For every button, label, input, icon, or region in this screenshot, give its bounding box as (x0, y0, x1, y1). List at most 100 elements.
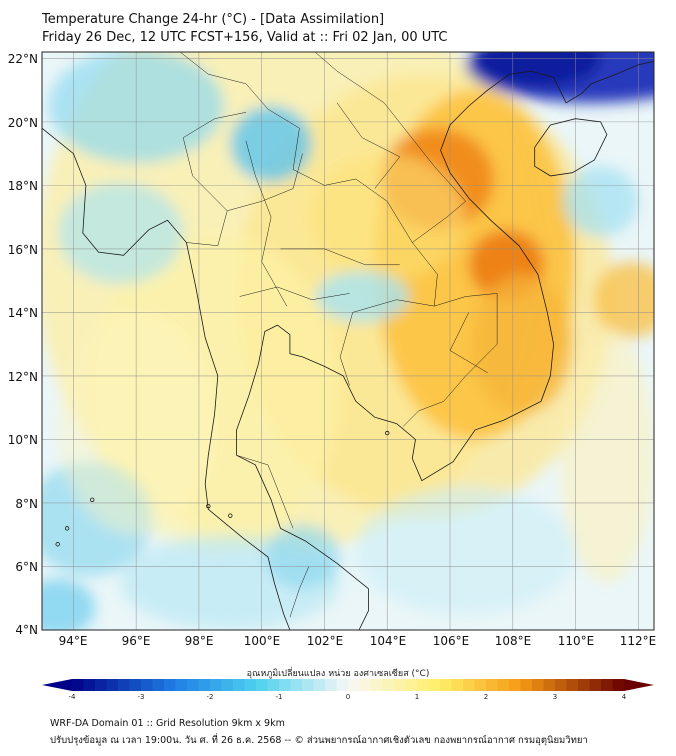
coastline-segment (42, 127, 291, 630)
field-blob (471, 274, 573, 415)
colorbar-segment (256, 679, 268, 691)
lat-label: 8°N (15, 497, 38, 511)
island (37, 355, 41, 359)
colorbar-segment (244, 679, 257, 691)
colorbar-segment (95, 679, 107, 691)
colorbar-tick: -4 (68, 693, 76, 701)
colorbar-segment (210, 679, 222, 691)
colorbar-segment (175, 679, 188, 691)
colorbar-max-arrow (624, 679, 654, 691)
colorbar-segment (118, 679, 130, 691)
boundary-line (227, 153, 303, 212)
colorbar-segment (543, 679, 556, 691)
colorbar-segment (601, 679, 613, 691)
boundary-line (280, 248, 400, 266)
model-info: WRF-DA Domain 01 :: Grid Resolution 9km … (50, 718, 285, 729)
colorbar-segment (325, 679, 337, 691)
lat-label: 16°N (7, 243, 38, 257)
colorbar-segment (198, 679, 211, 691)
colorbar-segment (221, 679, 234, 691)
colorbar-segment (83, 679, 96, 691)
island (64, 526, 70, 531)
field-blob (264, 525, 341, 589)
graticule (42, 52, 654, 630)
field-blob (562, 166, 639, 237)
colorbar-segment (279, 679, 291, 691)
coastline-segment (236, 61, 654, 630)
field-blob (42, 579, 96, 630)
colorbar-tick: 3 (552, 693, 558, 701)
lat-label: 12°N (7, 370, 38, 384)
lon-label: 98°E (184, 634, 214, 648)
island (55, 542, 60, 547)
lat-label: 6°N (15, 560, 38, 574)
colorbar-tick: 0 (345, 693, 351, 701)
field-blob (475, 52, 601, 87)
colorbar-segment (463, 679, 475, 691)
hainan-island (534, 118, 608, 177)
colorbar-segment (589, 679, 602, 691)
colorbar-tick: -3 (137, 693, 145, 701)
colorbar (42, 679, 654, 691)
colorbar-segment (313, 679, 326, 691)
colorbar-segment (578, 679, 590, 691)
boundary-line (289, 566, 310, 618)
colorbar-segment (233, 679, 245, 691)
chart-subtitle: Friday 26 Dec, 12 UTC FCST+156, Valid at… (42, 30, 448, 45)
colorbar-segment (520, 679, 533, 691)
colorbar-segment (164, 679, 176, 691)
island (385, 430, 390, 436)
colorbar-segment (394, 679, 406, 691)
colorbar-tick: 2 (483, 693, 489, 701)
map-frame (41, 51, 655, 631)
colorbar-segment (532, 679, 544, 691)
colorbar-segment (129, 679, 142, 691)
colorbar-segment (474, 679, 487, 691)
colorbar-segment (509, 679, 521, 691)
colorbar-segment (141, 679, 153, 691)
lat-label: 10°N (7, 433, 38, 447)
field-blob (559, 328, 654, 583)
colorbar-segment (187, 679, 199, 691)
colorbar-tick: 4 (621, 693, 627, 701)
colorbar-segment (382, 679, 395, 691)
colorbar-segment (152, 679, 165, 691)
boundary-line (239, 286, 350, 300)
boundary-line (336, 102, 401, 189)
chart-title: Temperature Change 24-hr (°C) - [Data As… (42, 12, 385, 27)
boundary-line (179, 52, 438, 386)
field-blob (230, 105, 312, 183)
colorbar-segment (486, 679, 498, 691)
colorbar-segment (440, 679, 452, 691)
lon-label: 112°E (619, 634, 657, 648)
boundary-line (449, 312, 488, 374)
colorbar-tick: -1 (275, 693, 283, 701)
lat-label: 22°N (7, 52, 38, 66)
colorbar-segment (566, 679, 579, 691)
colorbar-segment (497, 679, 510, 691)
lat-label: 4°N (15, 623, 38, 637)
colorbar-segment (267, 679, 280, 691)
colorbar-segment (405, 679, 418, 691)
island (90, 497, 95, 502)
colorbar-segment (428, 679, 441, 691)
colorbar-segment (417, 679, 429, 691)
lon-label: 94°E (58, 634, 88, 648)
coastlines (37, 61, 654, 630)
colorbar-segment (555, 679, 567, 691)
lat-label: 18°N (7, 179, 38, 193)
colorbar-segment (302, 679, 314, 691)
colorbar-segment (359, 679, 372, 691)
province-boundaries (179, 52, 498, 618)
lon-label: 106°E (432, 634, 470, 648)
colorbar-segment (336, 679, 349, 691)
colorbar-segment (106, 679, 119, 691)
lon-label: 96°E (121, 634, 151, 648)
lon-label: 108°E (494, 634, 532, 648)
colorbar-min-arrow (42, 679, 72, 691)
colorbar-segment (451, 679, 464, 691)
lon-label: 102°E (306, 634, 344, 648)
lat-label: 20°N (7, 116, 38, 130)
boundary-line (236, 455, 294, 529)
